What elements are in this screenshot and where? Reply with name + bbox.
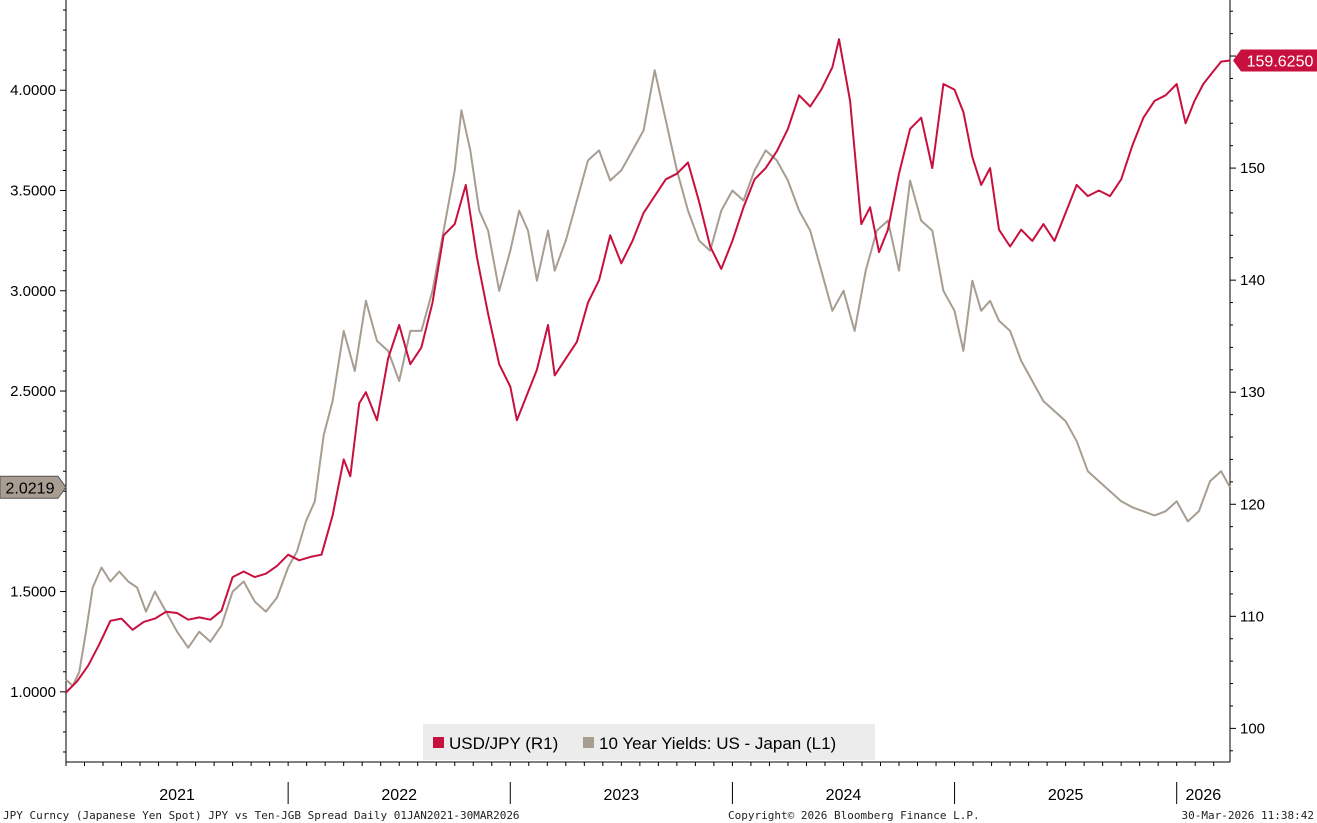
footer-copyright: Copyright© 2026 Bloomberg Finance L.P. (728, 809, 980, 822)
right-axis-tick-label: 120 (1240, 496, 1265, 513)
left-axis-tick-label: 3.5000 (10, 183, 56, 200)
last-value-label: 159.6250 (1247, 54, 1314, 71)
x-axis-tick-label: 2024 (826, 787, 862, 804)
left-axis-tick-label: 1.5000 (10, 584, 56, 601)
left-axis-tick-label: 4.0000 (10, 82, 56, 99)
legend-background (423, 724, 875, 760)
right-axis-tick-label: 110 (1240, 608, 1264, 625)
yield-spread-line (65, 69, 1231, 687)
footer-timestamp: 30-Mar-2026 11:38:42 (1181, 809, 1314, 822)
legend: USD/JPY (R1) 10 Year Yields: US - Japan (… (423, 724, 875, 760)
x-axis-tick-label: 2021 (159, 787, 195, 804)
usdjpy-line (65, 38, 1231, 694)
x-axis-tick-label: 2022 (381, 787, 417, 804)
right-axis-tick-label: 100 (1240, 720, 1265, 737)
x-axis-tick-label: 2026 (1186, 787, 1222, 804)
last-value-label: 2.0219 (6, 480, 55, 497)
left-axis-tick-label: 3.0000 (10, 283, 56, 300)
spread-last-value-tag: 2.0219 (0, 475, 67, 499)
right-axis-tick-label: 130 (1240, 384, 1265, 401)
legend-swatch (433, 737, 444, 748)
x-axis-tick-label: 2023 (604, 787, 640, 804)
left-axis-tick-label: 2.5000 (10, 383, 56, 400)
right-axis-tick-label: 140 (1240, 272, 1265, 289)
legend-label: USD/JPY (R1) (449, 734, 558, 753)
legend-swatch (583, 737, 594, 748)
legend-label: 10 Year Yields: US - Japan (L1) (599, 734, 836, 753)
footer-source: JPY Curncy (Japanese Yen Spot) JPY vs Te… (3, 809, 520, 822)
last-value-box (0, 475, 67, 499)
left-axis-tick-label: 1.0000 (10, 684, 56, 701)
x-axis-tick-label: 2025 (1048, 787, 1084, 804)
usdjpy-last-value-tag: 159.6250 (1233, 49, 1317, 72)
last-value-box (1233, 49, 1317, 72)
right-axis-tick-label: 150 (1240, 160, 1265, 177)
